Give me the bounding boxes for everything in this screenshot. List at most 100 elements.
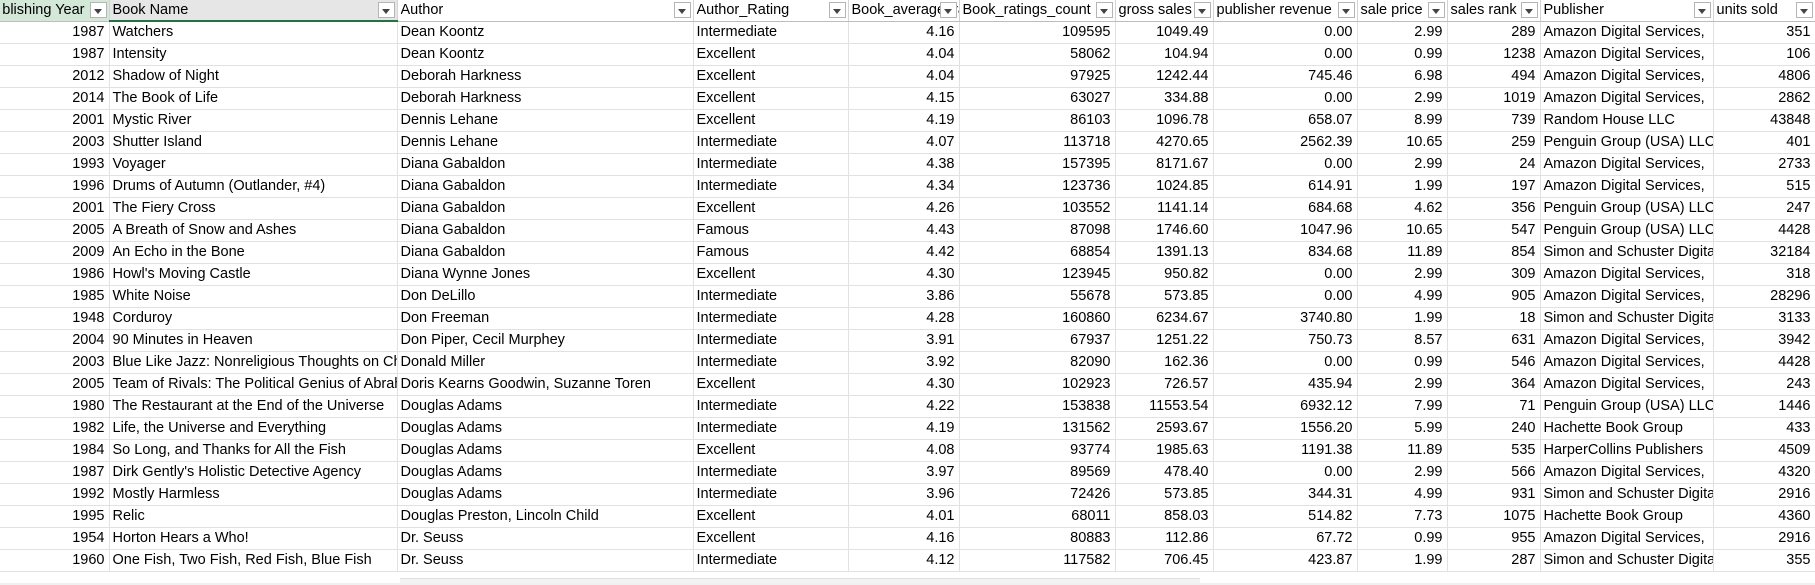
cell-book-ratings-count[interactable]: 63027 — [959, 87, 1116, 110]
cell-gross-sales[interactable]: 573.85 — [1115, 483, 1214, 506]
cell-book-name[interactable]: Mystic River — [109, 109, 398, 132]
cell-sales-rank[interactable]: 259 — [1447, 131, 1541, 154]
cell-publishing-year[interactable]: 1948 — [0, 307, 110, 330]
cell-book-average-rating[interactable]: 4.07 — [848, 131, 960, 154]
cell-sale-price[interactable]: 10.65 — [1357, 131, 1448, 154]
column-header-book-ratings-count[interactable]: Book_ratings_count — [959, 0, 1116, 22]
cell-book-ratings-count[interactable]: 102923 — [959, 373, 1116, 396]
cell-sales-rank[interactable]: 24 — [1447, 153, 1541, 176]
cell-sale-price[interactable]: 1.99 — [1357, 549, 1448, 572]
cell-units-sold[interactable]: 43848 — [1713, 109, 1815, 132]
cell-book-average-rating[interactable]: 3.96 — [848, 483, 960, 506]
cell-publisher[interactable]: HarperCollins Publishers — [1540, 439, 1714, 462]
cell-author[interactable]: Diana Gabaldon — [397, 197, 694, 220]
cell-book-average-rating[interactable]: 3.86 — [848, 285, 960, 308]
cell-author-rating[interactable]: Excellent — [693, 87, 849, 110]
cell-sales-rank[interactable]: 547 — [1447, 219, 1541, 242]
cell-publisher-revenue[interactable]: 2562.39 — [1213, 131, 1358, 154]
cell-publishing-year[interactable]: 1984 — [0, 439, 110, 462]
cell-publisher[interactable]: Amazon Digital Services, — [1540, 461, 1714, 484]
cell-sales-rank[interactable]: 854 — [1447, 241, 1541, 264]
cell-units-sold[interactable]: 3942 — [1713, 329, 1815, 352]
cell-author-rating[interactable]: Excellent — [693, 527, 849, 550]
cell-publisher-revenue[interactable]: 1556.20 — [1213, 417, 1358, 440]
cell-publisher[interactable]: Penguin Group (USA) LLC — [1540, 131, 1714, 154]
cell-book-average-rating[interactable]: 4.43 — [848, 219, 960, 242]
cell-author[interactable]: Dean Koontz — [397, 21, 694, 44]
cell-sales-rank[interactable]: 356 — [1447, 197, 1541, 220]
filter-dropdown-icon[interactable] — [673, 2, 691, 18]
cell-book-name[interactable]: So Long, and Thanks for All the Fish — [109, 439, 398, 462]
cell-sale-price[interactable]: 5.99 — [1357, 417, 1448, 440]
cell-units-sold[interactable]: 4806 — [1713, 65, 1815, 88]
cell-gross-sales[interactable]: 573.85 — [1115, 285, 1214, 308]
cell-author-rating[interactable]: Intermediate — [693, 131, 849, 154]
cell-book-ratings-count[interactable]: 153838 — [959, 395, 1116, 418]
cell-author-rating[interactable]: Famous — [693, 241, 849, 264]
cell-publisher[interactable]: Penguin Group (USA) LLC — [1540, 395, 1714, 418]
cell-sales-rank[interactable]: 631 — [1447, 329, 1541, 352]
cell-author-rating[interactable]: Excellent — [693, 109, 849, 132]
cell-publishing-year[interactable]: 1995 — [0, 505, 110, 528]
cell-units-sold[interactable]: 4509 — [1713, 439, 1815, 462]
cell-units-sold[interactable]: 433 — [1713, 417, 1815, 440]
cell-sales-rank[interactable]: 1238 — [1447, 43, 1541, 66]
cell-publisher-revenue[interactable]: 435.94 — [1213, 373, 1358, 396]
cell-publishing-year[interactable]: 2001 — [0, 109, 110, 132]
cell-units-sold[interactable]: 515 — [1713, 175, 1815, 198]
cell-publisher[interactable]: Penguin Group (USA) LLC — [1540, 197, 1714, 220]
cell-publishing-year[interactable]: 1985 — [0, 285, 110, 308]
cell-publisher-revenue[interactable]: 745.46 — [1213, 65, 1358, 88]
cell-book-name[interactable]: The Fiery Cross — [109, 197, 398, 220]
cell-publisher[interactable]: Hachette Book Group — [1540, 505, 1714, 528]
cell-publisher-revenue[interactable]: 0.00 — [1213, 263, 1358, 286]
cell-publisher-revenue[interactable]: 614.91 — [1213, 175, 1358, 198]
cell-book-name[interactable]: Team of Rivals: The Political Genius of … — [109, 373, 398, 396]
cell-sales-rank[interactable]: 1075 — [1447, 505, 1541, 528]
cell-publishing-year[interactable]: 1982 — [0, 417, 110, 440]
cell-sales-rank[interactable]: 546 — [1447, 351, 1541, 374]
cell-author-rating[interactable]: Excellent — [693, 373, 849, 396]
cell-publisher[interactable]: Simon and Schuster Digital — [1540, 241, 1714, 264]
cell-sales-rank[interactable]: 197 — [1447, 175, 1541, 198]
cell-book-name[interactable]: Blue Like Jazz: Nonreligious Thoughts on… — [109, 351, 398, 374]
column-header-publishing-year[interactable]: Publishing Year — [0, 0, 110, 22]
cell-gross-sales[interactable]: 2593.67 — [1115, 417, 1214, 440]
column-header-book-average-rating[interactable]: Book_average_rating — [848, 0, 960, 22]
cell-sale-price[interactable]: 1.99 — [1357, 175, 1448, 198]
cell-book-name[interactable]: 90 Minutes in Heaven — [109, 329, 398, 352]
cell-author[interactable]: Douglas Preston, Lincoln Child — [397, 505, 694, 528]
cell-book-average-rating[interactable]: 4.12 — [848, 549, 960, 572]
cell-book-average-rating[interactable]: 4.26 — [848, 197, 960, 220]
cell-author[interactable]: Diana Gabaldon — [397, 153, 694, 176]
cell-publisher-revenue[interactable]: 0.00 — [1213, 43, 1358, 66]
cell-publisher-revenue[interactable]: 0.00 — [1213, 87, 1358, 110]
cell-author[interactable]: Diana Gabaldon — [397, 175, 694, 198]
cell-sale-price[interactable]: 2.99 — [1357, 21, 1448, 44]
cell-book-average-rating[interactable]: 4.08 — [848, 439, 960, 462]
cell-units-sold[interactable]: 4320 — [1713, 461, 1815, 484]
cell-gross-sales[interactable]: 104.94 — [1115, 43, 1214, 66]
cell-publisher-revenue[interactable]: 1047.96 — [1213, 219, 1358, 242]
cell-sales-rank[interactable]: 1019 — [1447, 87, 1541, 110]
cell-book-name[interactable]: Watchers — [109, 21, 398, 44]
cell-book-average-rating[interactable]: 4.01 — [848, 505, 960, 528]
cell-publishing-year[interactable]: 1987 — [0, 21, 110, 44]
filter-dropdown-icon[interactable] — [939, 2, 957, 18]
cell-sales-rank[interactable]: 309 — [1447, 263, 1541, 286]
horizontal-scrollbar[interactable] — [400, 578, 1200, 585]
cell-book-average-rating[interactable]: 4.30 — [848, 373, 960, 396]
cell-publishing-year[interactable]: 1987 — [0, 43, 110, 66]
cell-publisher-revenue[interactable]: 423.87 — [1213, 549, 1358, 572]
cell-publisher-revenue[interactable]: 344.31 — [1213, 483, 1358, 506]
column-header-sale-price[interactable]: sale price — [1357, 0, 1448, 22]
cell-author[interactable]: Diana Gabaldon — [397, 219, 694, 242]
cell-book-name[interactable]: White Noise — [109, 285, 398, 308]
cell-book-name[interactable]: Shadow of Night — [109, 65, 398, 88]
cell-publisher-revenue[interactable]: 750.73 — [1213, 329, 1358, 352]
cell-book-average-rating[interactable]: 4.04 — [848, 43, 960, 66]
cell-publisher[interactable]: Amazon Digital Services, — [1540, 351, 1714, 374]
cell-sale-price[interactable]: 2.99 — [1357, 153, 1448, 176]
filter-dropdown-icon[interactable] — [1427, 2, 1445, 18]
cell-author-rating[interactable]: Intermediate — [693, 417, 849, 440]
